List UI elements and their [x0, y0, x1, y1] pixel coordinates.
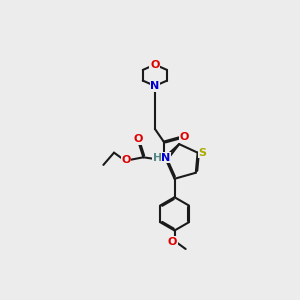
- Text: H: H: [153, 153, 162, 163]
- Text: O: O: [133, 134, 142, 145]
- Text: O: O: [179, 132, 189, 142]
- Text: O: O: [121, 155, 131, 165]
- Text: S: S: [199, 148, 207, 158]
- Text: O: O: [150, 60, 160, 70]
- Text: N: N: [161, 153, 171, 163]
- Text: N: N: [150, 81, 160, 91]
- Text: O: O: [167, 237, 177, 247]
